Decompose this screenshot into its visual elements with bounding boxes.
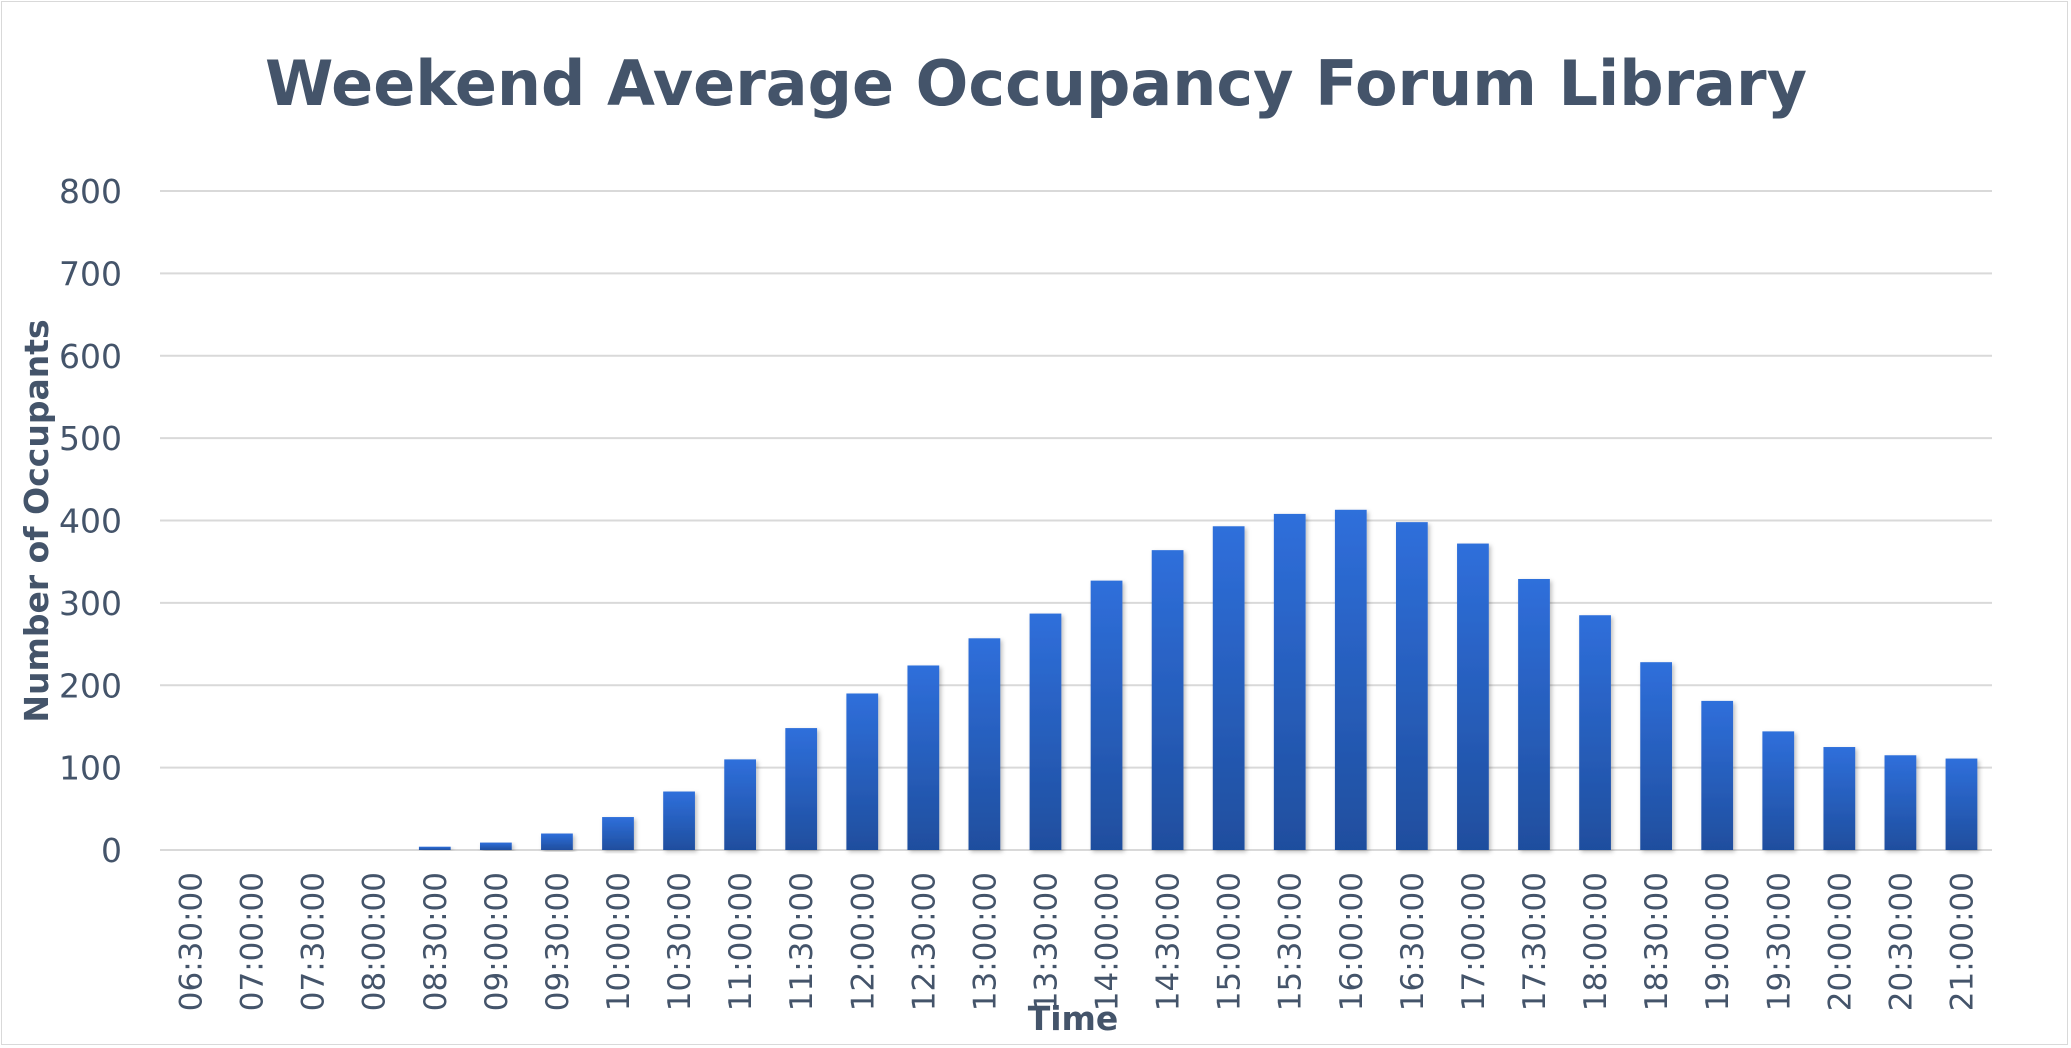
bar xyxy=(907,665,940,850)
x-tick-label: 11:30:00 xyxy=(784,872,820,1011)
bar xyxy=(1579,615,1611,850)
bar xyxy=(479,842,512,850)
chart-title: Weekend Average Occupancy Forum Library xyxy=(265,47,1807,120)
x-tick-label: 16:00:00 xyxy=(1334,872,1370,1011)
bar xyxy=(1151,550,1184,850)
x-tick-label: 18:00:00 xyxy=(1578,872,1614,1011)
x-tick-label: 13:00:00 xyxy=(967,872,1003,1011)
bar xyxy=(846,693,879,850)
bar xyxy=(724,759,757,850)
y-tick-label: 700 xyxy=(59,254,122,293)
bars xyxy=(418,509,1978,850)
x-tick-label: 15:00:00 xyxy=(1212,872,1248,1011)
y-axis-label: Number of Occupants xyxy=(17,319,56,722)
bar xyxy=(1701,700,1734,850)
x-axis-label: Time xyxy=(1028,999,1119,1038)
x-tick-label: 17:00:00 xyxy=(1456,872,1492,1011)
bar xyxy=(1334,509,1367,850)
y-tick-label: 800 xyxy=(59,172,122,211)
x-tick-label: 12:30:00 xyxy=(906,872,942,1011)
bar xyxy=(418,846,451,850)
x-tick-label: 11:00:00 xyxy=(723,872,759,1011)
bar xyxy=(663,791,695,850)
x-tick-label: 09:00:00 xyxy=(479,872,515,1011)
bar xyxy=(1273,513,1306,850)
x-axis-tick-labels: 06:30:00 07:00:00 07:30:00 08:00:00 08:30:00… xyxy=(174,872,1981,1011)
y-tick-label: 300 xyxy=(59,584,122,623)
bar xyxy=(602,817,634,850)
bar xyxy=(1090,580,1123,850)
x-tick-label: 09:30:00 xyxy=(540,872,576,1011)
x-tick-label: 18:30:00 xyxy=(1639,872,1675,1011)
x-tick-label: 15:30:00 xyxy=(1273,872,1309,1011)
x-tick-label: 12:00:00 xyxy=(845,872,881,1011)
x-tick-label: 10:30:00 xyxy=(662,872,698,1011)
y-tick-label: 600 xyxy=(59,337,122,376)
bar xyxy=(785,728,818,850)
y-tick-label: 400 xyxy=(59,502,122,541)
x-tick-label: 08:00:00 xyxy=(357,872,393,1011)
gridlines xyxy=(160,190,1992,851)
x-tick-label: 08:30:00 xyxy=(418,872,454,1011)
bar xyxy=(1823,747,1856,850)
bar xyxy=(968,638,1001,850)
y-tick-label: 500 xyxy=(59,419,122,458)
x-tick-label: 19:30:00 xyxy=(1761,872,1797,1011)
x-tick-label: 14:00:00 xyxy=(1090,872,1126,1011)
bar xyxy=(1640,662,1673,850)
x-tick-label: 10:00:00 xyxy=(601,872,637,1011)
x-tick-label: 13:30:00 xyxy=(1028,872,1064,1011)
x-tick-label: 07:00:00 xyxy=(235,872,271,1011)
bar xyxy=(1884,755,1917,850)
x-tick-label: 14:30:00 xyxy=(1151,872,1187,1011)
bar xyxy=(1212,526,1245,850)
x-tick-label: 20:30:00 xyxy=(1883,872,1919,1011)
bar xyxy=(1457,543,1489,850)
bar xyxy=(1029,613,1062,850)
bar xyxy=(1945,758,1978,850)
x-tick-label: 17:30:00 xyxy=(1517,872,1553,1011)
bar xyxy=(1518,578,1550,850)
x-tick-label: 21:00:00 xyxy=(1944,872,1980,1011)
bar xyxy=(541,833,573,850)
y-tick-label: 0 xyxy=(101,831,122,870)
x-tick-label: 16:30:00 xyxy=(1395,872,1431,1011)
x-tick-label: 20:00:00 xyxy=(1822,872,1858,1011)
x-tick-label: 19:00:00 xyxy=(1700,872,1736,1011)
bar xyxy=(1762,731,1795,850)
x-tick-label: 06:30:00 xyxy=(174,872,210,1011)
bar xyxy=(1395,522,1428,850)
x-tick-label: 07:30:00 xyxy=(296,872,332,1011)
y-tick-label: 200 xyxy=(59,666,122,705)
y-tick-label: 100 xyxy=(59,749,122,788)
y-axis-tick-labels: 0 100 200 300 400 500 600 700 800 xyxy=(59,172,122,870)
